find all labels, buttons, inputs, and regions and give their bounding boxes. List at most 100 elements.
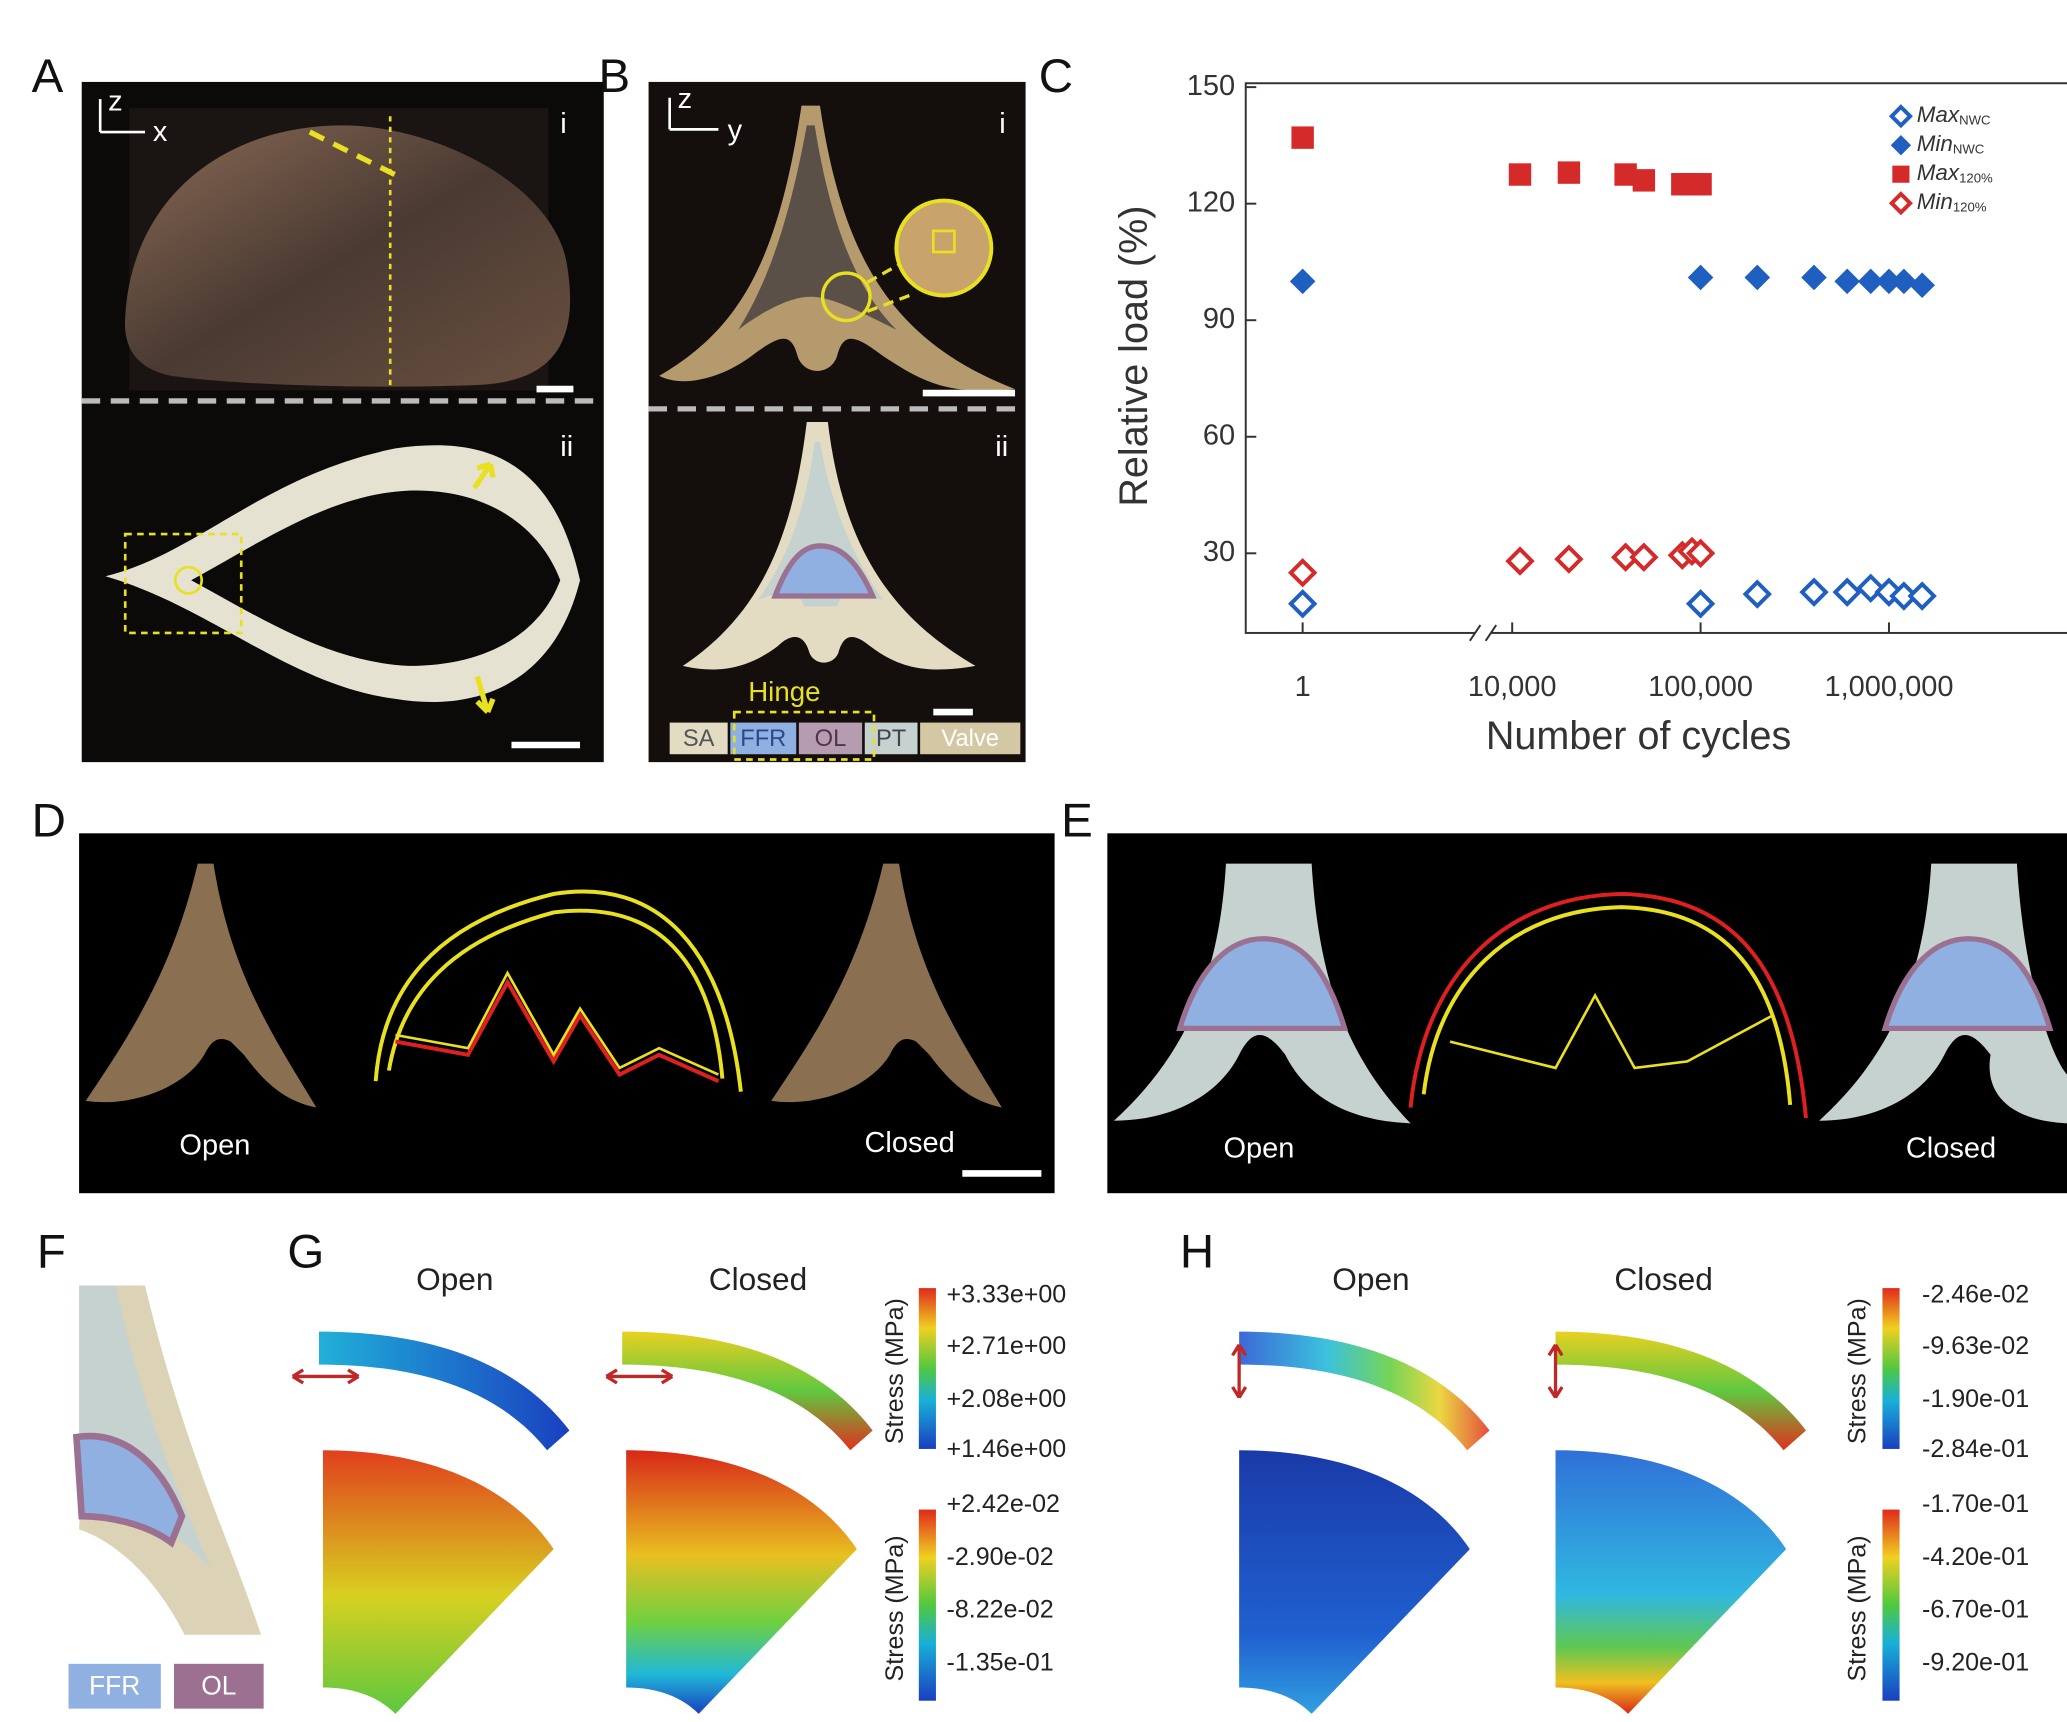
panel-label: D	[32, 795, 66, 848]
legend-marker	[1892, 107, 1910, 125]
axis-label: z	[678, 83, 693, 115]
axis-label: z	[108, 86, 122, 118]
legend-label: MinNWC	[1917, 131, 1985, 157]
colorbar-label: -4.20e-01	[1922, 1543, 2029, 1571]
marker	[1802, 266, 1826, 290]
legend-subscript: 120%	[1953, 200, 1987, 215]
colorbar-label: +2.08e+00	[946, 1385, 1066, 1413]
legend-label: FFR	[89, 1671, 140, 1701]
y-axis-label: Relative load (%)	[1112, 206, 1156, 507]
colorbar-label: -2.90e-02	[946, 1543, 1053, 1571]
legend-marker	[1892, 194, 1910, 212]
legend-subscript: NWC	[1959, 113, 1991, 128]
legend-label: PT	[876, 726, 906, 752]
stress-arc	[1556, 1332, 1806, 1451]
stress-sector	[1239, 1450, 1470, 1714]
state-label: Closed	[1906, 1132, 1996, 1164]
axis-label: x	[153, 116, 168, 148]
colorbar-label: -2.84e-01	[1922, 1435, 2029, 1463]
colorbar-title: Stress (MPa)	[1843, 1298, 1871, 1444]
figure: A z x i ii B z y i ii Hinge SA FFR OL PT…	[0, 0, 2067, 1722]
legend-name: Min	[1917, 131, 1953, 156]
marker	[1508, 549, 1532, 573]
stress-arc	[319, 1332, 569, 1451]
colorbar	[1882, 1288, 1899, 1449]
marker	[1835, 270, 1859, 294]
colorbar-label: -9.63e-02	[1922, 1332, 2029, 1360]
subpanel-label: ii	[995, 431, 1008, 463]
colorbar-title: Stress (MPa)	[1843, 1535, 1871, 1681]
y-tick-label: 30	[1203, 536, 1235, 568]
legend-label: FFR	[740, 726, 786, 752]
marker	[1892, 270, 1916, 294]
marker	[1802, 580, 1826, 604]
marker	[1689, 592, 1713, 616]
colorbar-label: +2.71e+00	[946, 1332, 1066, 1360]
colorbar-label: -1.35e-01	[946, 1648, 1053, 1676]
marker	[1291, 561, 1315, 585]
marker	[1292, 127, 1313, 148]
state-label: Closed	[864, 1127, 954, 1159]
state-label: Closed	[1614, 1261, 1712, 1297]
legend-label: Valve	[941, 726, 999, 752]
stress-arc	[1239, 1332, 1489, 1451]
marker	[1509, 164, 1530, 185]
colorbar-label: -1.90e-01	[1922, 1385, 2029, 1413]
x-tick-label: 10,000	[1468, 671, 1557, 703]
marker	[1745, 582, 1769, 606]
legend-label: Max120%	[1917, 160, 1993, 186]
legend-name: Max	[1917, 160, 1960, 185]
marker	[1745, 266, 1769, 290]
panel-label: C	[1039, 50, 1073, 103]
x-tick-label: 1,000,000	[1824, 671, 1953, 703]
subpanel-label: ii	[560, 431, 573, 463]
marker	[1291, 592, 1315, 616]
legend-subscript: NWC	[1953, 142, 1985, 157]
legend-name: Max	[1917, 102, 1960, 127]
hinge-label: Hinge	[748, 676, 820, 707]
colorbar-label: -2.46e-02	[1922, 1281, 2029, 1309]
state-label: Open	[1332, 1261, 1409, 1297]
legend-label: MaxNWC	[1917, 102, 1991, 128]
colorbar	[919, 1510, 936, 1701]
x-tick-label: 100,000	[1648, 671, 1753, 703]
colorbar-title: Stress (MPa)	[881, 1298, 909, 1444]
colorbar	[919, 1288, 936, 1449]
state-label: Open	[416, 1261, 493, 1297]
colorbar-label: -9.20e-01	[1922, 1648, 2029, 1676]
load-arrow	[293, 1370, 359, 1383]
page: Figure html, body { margin: 0; padding: …	[0, 0, 2067, 1722]
state-label: Open	[1223, 1132, 1294, 1164]
zoom-inset	[896, 201, 991, 296]
marker	[1557, 547, 1581, 571]
colorbar-title: Stress (MPa)	[881, 1535, 909, 1681]
stress-sector	[1556, 1450, 1787, 1714]
load-arrow	[1233, 1345, 1246, 1398]
load-arrow	[1549, 1345, 1562, 1398]
colorbar	[1882, 1510, 1899, 1701]
legend-label: OL	[815, 726, 847, 752]
stress-arc	[622, 1332, 872, 1451]
state-label: Closed	[709, 1261, 807, 1297]
panel-label: F	[37, 1226, 66, 1279]
marker	[1910, 273, 1934, 297]
page-body: { "panels": { "A": {"label": "A", "sub_i…	[0, 0, 2067, 1722]
y-tick-label: 60	[1203, 419, 1235, 451]
colorbar-label: +3.33e+00	[946, 1281, 1066, 1309]
marker	[1690, 174, 1711, 195]
panel-label: E	[1061, 795, 1093, 848]
panel-label: G	[287, 1226, 324, 1279]
panel-label: B	[598, 50, 630, 103]
marker	[1910, 584, 1934, 608]
y-tick-label: 150	[1187, 70, 1235, 102]
x-tick-label: 1	[1295, 671, 1311, 703]
marker	[1633, 170, 1654, 191]
axis-label: y	[728, 115, 743, 147]
x-axis-label: Number of cycles	[1486, 714, 1791, 758]
load-arrow	[606, 1370, 672, 1383]
legend-name: Min	[1917, 189, 1953, 214]
legend-marker	[1892, 136, 1910, 154]
legend-subscript: 120%	[1959, 171, 1993, 186]
colorbar-label: +1.46e+00	[946, 1435, 1066, 1463]
